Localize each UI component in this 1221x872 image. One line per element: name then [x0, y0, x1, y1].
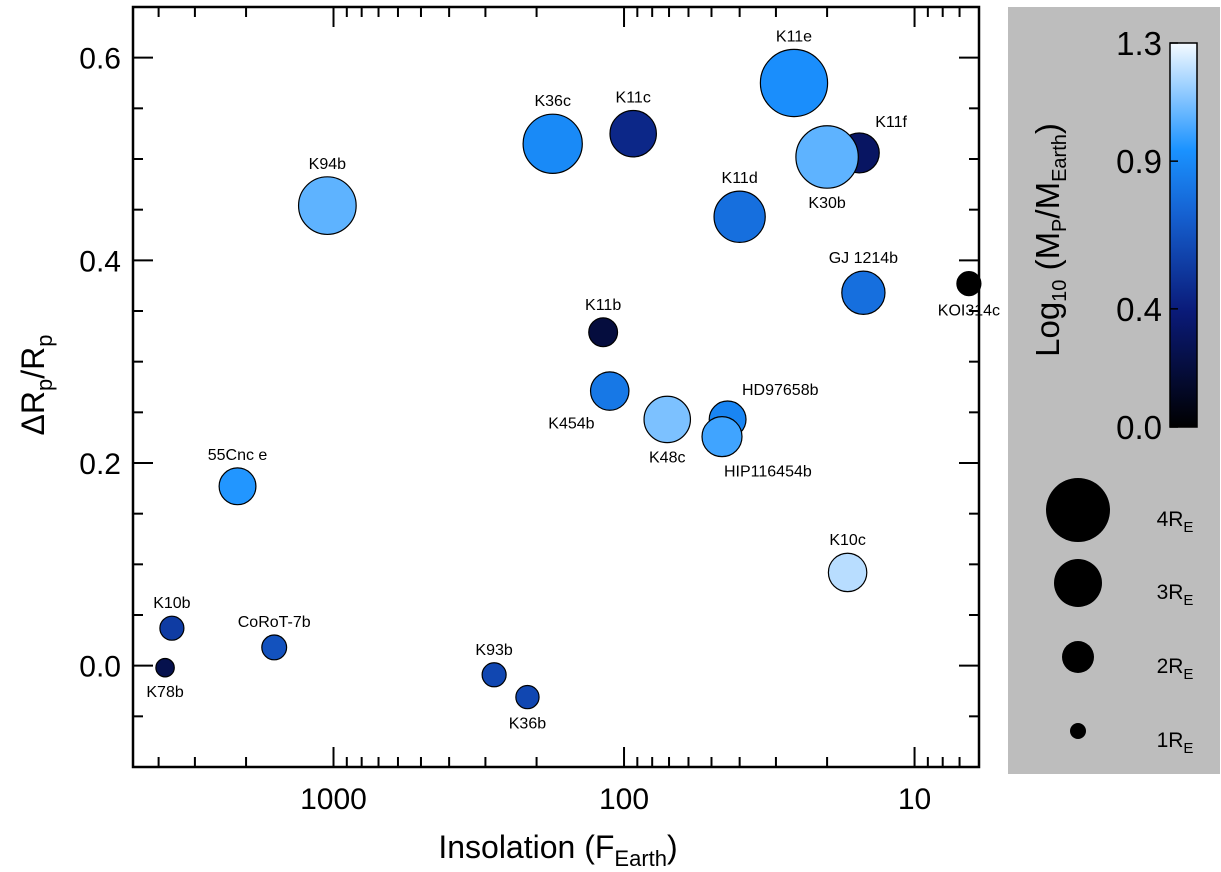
- planet-point: [588, 317, 619, 348]
- x-tick-label: 100: [599, 783, 649, 816]
- planet-label: K10c: [829, 532, 865, 549]
- planet-point: [956, 271, 982, 297]
- planet-label: K11d: [722, 170, 758, 187]
- x-tick-label: 10: [898, 783, 931, 816]
- colorbar-tick-label: 1.3: [1116, 25, 1162, 62]
- y-axis-title: ΔRp/Rp: [15, 335, 57, 436]
- planet-point: [713, 190, 766, 243]
- size-legend-label: 3RE: [1157, 581, 1194, 609]
- plot-frame: [131, 5, 981, 769]
- size-legend-label: 2RE: [1157, 655, 1194, 683]
- x-tick-label: 1000: [300, 783, 367, 816]
- planet-point: [155, 657, 175, 678]
- colorbar-tick-label: 0.9: [1116, 143, 1162, 180]
- planet-label: K11c: [616, 89, 651, 106]
- planet-label: K93b: [475, 642, 512, 659]
- axis-tick-labels: 1000 100 10 0.0 0.2 0.4 0.6: [79, 43, 931, 816]
- planet-point: [609, 109, 657, 158]
- planet-label: K48c: [649, 450, 685, 467]
- size-legend-marker: [1070, 723, 1086, 739]
- y-tick-label: 0.2: [79, 448, 121, 481]
- size-legend: 4RE 3RE 2RE 1RE: [1046, 478, 1193, 757]
- planet-point: [841, 270, 886, 315]
- y-tick-label: 0.4: [79, 245, 121, 278]
- y-tick-label: 0.0: [79, 651, 121, 684]
- planet-label: GJ 1214b: [829, 250, 898, 267]
- planet-label: K36b: [509, 716, 546, 733]
- planet-label: 55Cnc e: [208, 447, 268, 464]
- planet-label: K94b: [309, 156, 346, 173]
- planet-label: K454b: [548, 415, 594, 432]
- planet-point: [481, 662, 507, 688]
- size-legend-marker: [1046, 478, 1110, 542]
- planet-point: [218, 467, 257, 506]
- size-legend-label: 1RE: [1157, 729, 1194, 757]
- colorbar-title: Log10 (MP/MEarth): [1029, 123, 1071, 357]
- colorbar-ticks: 1.3 0.9 0.4 0.0: [1116, 25, 1178, 446]
- planet-label: K11b: [585, 297, 621, 314]
- planet-point: [759, 48, 829, 118]
- planet-point: [827, 552, 868, 593]
- x-axis-title: Insolation (FEarth): [438, 829, 677, 871]
- planet-labels: K11e K11c K36c K11f K30b K94b K11d GJ 1214b KOI3…: [146, 28, 1000, 732]
- planet-point: [261, 634, 288, 661]
- planet-point: [701, 416, 743, 458]
- size-legend-marker: [1054, 559, 1102, 607]
- planet-label: K36c: [534, 93, 570, 110]
- planet-point: [159, 615, 185, 641]
- planet-point: [589, 371, 630, 411]
- planet-points: [155, 48, 982, 710]
- planet-label: HD97658b: [742, 382, 819, 399]
- size-legend-marker: [1062, 641, 1094, 673]
- planet-label: K11f: [875, 114, 907, 131]
- colorbar-tick-label: 0.0: [1116, 409, 1162, 446]
- planet-point: [643, 395, 692, 444]
- planet-label: HIP116454b: [724, 464, 812, 481]
- planet-label: K10b: [153, 595, 190, 612]
- planet-point: [297, 176, 357, 236]
- planet-point: [515, 684, 540, 710]
- planet-label: CoRoT-7b: [238, 614, 311, 631]
- axis-ticks: [133, 6, 980, 768]
- planet-point: [795, 125, 859, 189]
- y-tick-label: 0.6: [79, 43, 121, 76]
- planet-point: [522, 113, 583, 175]
- planet-label: K78b: [146, 684, 183, 701]
- colorbar: [1169, 42, 1198, 428]
- planet-label: K30b: [808, 195, 845, 212]
- colorbar-tick-label: 0.4: [1116, 291, 1162, 328]
- planet-label: K11e: [776, 28, 812, 45]
- size-legend-label: 4RE: [1157, 508, 1194, 536]
- planet-label: KOI314c: [938, 303, 1000, 320]
